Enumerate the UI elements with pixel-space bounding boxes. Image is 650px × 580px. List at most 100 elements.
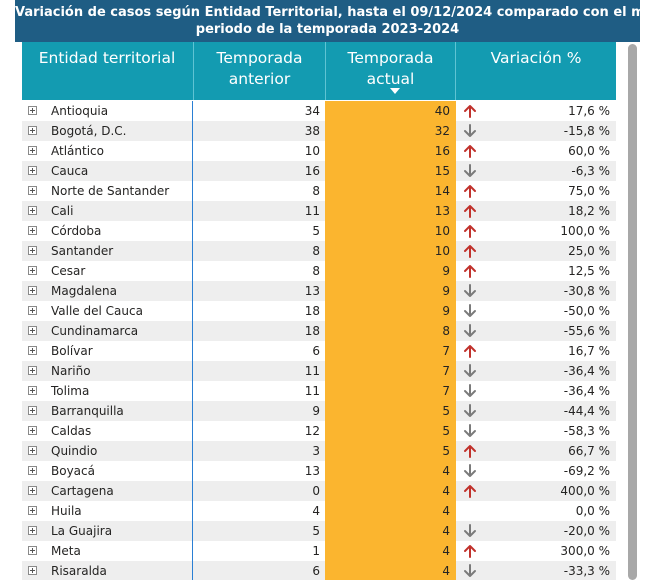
table-row[interactable]: Cauca 16 15 -6,3 %: [22, 161, 616, 181]
expand-plus-icon[interactable]: [28, 326, 37, 335]
previous-season-value: 8: [192, 261, 320, 281]
entity-cell: Cundinamarca: [22, 321, 192, 341]
table-row[interactable]: Atlántico 10 16 60,0 %: [22, 141, 616, 161]
table-row[interactable]: Cesar 8 9 12,5 %: [22, 261, 616, 281]
entity-name: Santander: [51, 244, 114, 258]
table-row[interactable]: Risaralda 6 4 -33,3 %: [22, 561, 616, 580]
expand-plus-icon[interactable]: [28, 486, 37, 495]
expand-plus-icon[interactable]: [28, 126, 37, 135]
arrow-up-icon: [464, 445, 476, 458]
arrow-down-icon: [464, 384, 476, 397]
entity-cell: Cali: [22, 201, 192, 221]
expand-plus-icon[interactable]: [28, 346, 37, 355]
previous-season-value: 5: [192, 221, 320, 241]
current-season-value: 13: [325, 201, 456, 221]
expand-plus-icon[interactable]: [28, 446, 37, 455]
table-row[interactable]: Quindio 3 5 66,7 %: [22, 441, 616, 461]
expand-plus-icon[interactable]: [28, 386, 37, 395]
entity-cell: Bogotá, D.C.: [22, 121, 192, 141]
current-season-value: 5: [325, 441, 456, 461]
arrow-down-icon: [464, 324, 476, 337]
table-row[interactable]: Nariño 11 7 -36,4 %: [22, 361, 616, 381]
entity-cell: Antioquia: [22, 101, 192, 121]
expand-plus-icon[interactable]: [28, 206, 37, 215]
current-season-value: 32: [325, 121, 456, 141]
table-row[interactable]: Tolima 11 7 -36,4 %: [22, 381, 616, 401]
table-row[interactable]: Bogotá, D.C. 38 32 -15,8 %: [22, 121, 616, 141]
expand-plus-icon[interactable]: [28, 566, 37, 575]
expand-plus-icon[interactable]: [28, 426, 37, 435]
entity-name: Cundinamarca: [51, 324, 139, 338]
expand-plus-icon[interactable]: [28, 546, 37, 555]
previous-season-value: 11: [192, 361, 320, 381]
expand-plus-icon[interactable]: [28, 506, 37, 515]
column-header-variation[interactable]: Variación %: [456, 42, 616, 100]
variation-percent: 25,0 %: [568, 244, 610, 258]
expand-plus-icon[interactable]: [28, 186, 37, 195]
variation-percent: 400,0 %: [560, 484, 610, 498]
table-row[interactable]: Boyacá 13 4 -69,2 %: [22, 461, 616, 481]
expand-plus-icon[interactable]: [28, 306, 37, 315]
expand-plus-icon[interactable]: [28, 286, 37, 295]
table-row[interactable]: Cali 11 13 18,2 %: [22, 201, 616, 221]
scrollbar-thumb[interactable]: [628, 44, 637, 580]
table-row[interactable]: Antioquia 34 40 17,6 %: [22, 101, 616, 121]
arrow-up-icon: [464, 225, 476, 238]
entity-cell: La Guajira: [22, 521, 192, 541]
entity-name: Valle del Cauca: [51, 304, 143, 318]
entity-name: Boyacá: [51, 464, 95, 478]
previous-season-value: 3: [192, 441, 320, 461]
variation-percent: -36,4 %: [563, 364, 610, 378]
arrow-down-icon: [464, 464, 476, 477]
variation-percent: -44,4 %: [563, 404, 610, 418]
entity-name: Cesar: [51, 264, 86, 278]
table-row[interactable]: Bolívar 6 7 16,7 %: [22, 341, 616, 361]
expand-plus-icon[interactable]: [28, 406, 37, 415]
entity-cell: Córdoba: [22, 221, 192, 241]
table-row[interactable]: Barranquilla 9 5 -44,4 %: [22, 401, 616, 421]
table-row[interactable]: Magdalena 13 9 -30,8 %: [22, 281, 616, 301]
entity-cell: Risaralda: [22, 561, 192, 580]
expand-plus-icon[interactable]: [28, 226, 37, 235]
table-row[interactable]: Córdoba 5 10 100,0 %: [22, 221, 616, 241]
current-season-value: 4: [325, 541, 456, 561]
arrow-up-icon: [464, 345, 476, 358]
entity-name: Caldas: [51, 424, 92, 438]
report-title-line-1: Variación de casos según Entidad Territo…: [15, 5, 650, 20]
expand-plus-icon[interactable]: [28, 246, 37, 255]
entity-cell: Cauca: [22, 161, 192, 181]
table-row[interactable]: Cartagena 0 4 400,0 %: [22, 481, 616, 501]
entity-name: Norte de Santander: [51, 184, 170, 198]
expand-plus-icon[interactable]: [28, 366, 37, 375]
current-season-value: 15: [325, 161, 456, 181]
table-row[interactable]: Norte de Santander 8 14 75,0 %: [22, 181, 616, 201]
current-season-value: 9: [325, 301, 456, 321]
entity-cell: Bolívar: [22, 341, 192, 361]
expand-plus-icon[interactable]: [28, 166, 37, 175]
sort-descending-icon[interactable]: [390, 88, 400, 94]
previous-season-value: 4: [192, 501, 320, 521]
entity-cell: Barranquilla: [22, 401, 192, 421]
table-row[interactable]: Huila 4 4 0,0 %: [22, 501, 616, 521]
table-row[interactable]: La Guajira 5 4 -20,0 %: [22, 521, 616, 541]
entity-cell: Norte de Santander: [22, 181, 192, 201]
variation-percent: 66,7 %: [568, 444, 610, 458]
expand-plus-icon[interactable]: [28, 106, 37, 115]
column-header-current-season[interactable]: Temporada actual: [325, 42, 456, 100]
expand-plus-icon[interactable]: [28, 146, 37, 155]
table-row[interactable]: Meta 1 4 300,0 %: [22, 541, 616, 561]
expand-plus-icon[interactable]: [28, 526, 37, 535]
table-row[interactable]: Santander 8 10 25,0 %: [22, 241, 616, 261]
table-row[interactable]: Caldas 12 5 -58,3 %: [22, 421, 616, 441]
previous-season-value: 11: [192, 381, 320, 401]
arrow-down-icon: [464, 564, 476, 577]
column-header-previous-season[interactable]: Temporada anterior: [193, 42, 325, 100]
table-row[interactable]: Valle del Cauca 18 9 -50,0 %: [22, 301, 616, 321]
expand-plus-icon[interactable]: [28, 266, 37, 275]
expand-plus-icon[interactable]: [28, 466, 37, 475]
entity-name: Córdoba: [51, 224, 102, 238]
previous-season-value: 12: [192, 421, 320, 441]
current-season-value: 10: [325, 241, 456, 261]
column-header-entity[interactable]: Entidad territorial: [22, 42, 192, 100]
table-row[interactable]: Cundinamarca 18 8 -55,6 %: [22, 321, 616, 341]
